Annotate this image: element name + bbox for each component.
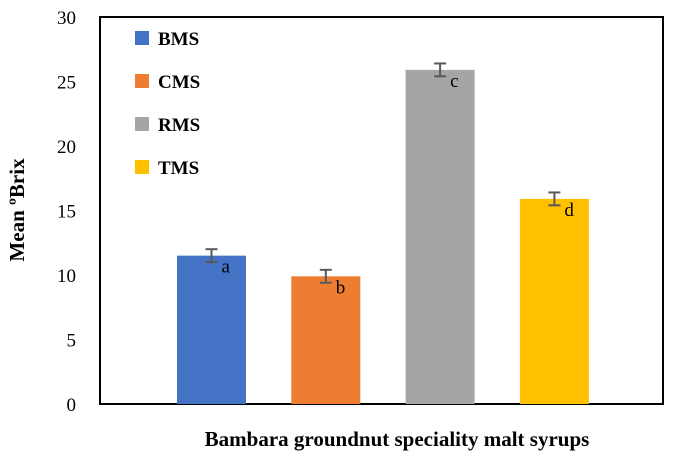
error-bar-bms [205,248,218,264]
significance-letter: c [450,71,458,92]
error-bar-tms [548,191,561,207]
y-axis-label: Mean ºBrix [5,158,29,262]
y-tick-label: 25 [57,73,76,94]
legend-label-cms: CMS [158,72,200,93]
significance-letter: b [336,277,346,298]
y-tick-label: 10 [57,266,76,287]
legend-label-bms: BMS [158,29,199,50]
legend-label-tms: TMS [158,158,199,179]
significance-letter: a [222,257,231,278]
legend-swatch-rms [135,117,149,131]
legend-swatch-tms [135,160,149,174]
plot-area-frame [99,16,664,405]
y-tick-label: 0 [67,395,77,416]
y-tick-label: 15 [57,202,76,223]
legend: BMS CMS RMS TMS [135,29,200,179]
significance-letter: d [564,200,574,221]
bar-tms [519,198,589,404]
bar-cms [291,276,361,404]
bar-bms [177,255,246,404]
bars: a b c d [177,62,589,404]
legend-label-rms: RMS [158,115,200,136]
x-axis-label: Bambara groundnut speciality malt syrups [205,427,590,451]
y-tick-label: 30 [57,8,76,29]
legend-swatch-bms [135,31,149,45]
y-tick-label: 5 [67,331,77,352]
error-bar-rms [434,62,447,78]
y-tick-label: 20 [57,137,76,158]
error-bar-cms [319,268,332,284]
bar-rms [405,69,475,404]
legend-swatch-cms [135,74,149,88]
y-axis-ticks: 0 5 10 15 20 25 30 [57,8,76,416]
